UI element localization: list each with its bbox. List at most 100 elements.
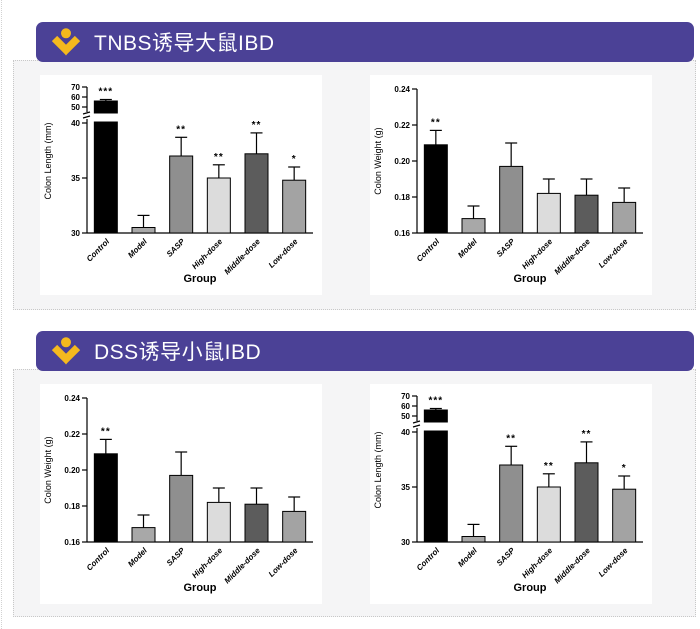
x-axis-title: Group bbox=[514, 273, 547, 285]
axes bbox=[412, 88, 643, 234]
axis-break-mark bbox=[412, 424, 421, 428]
bar-group-high-dose bbox=[206, 164, 231, 234]
error-bar-control bbox=[99, 98, 112, 101]
y-tick-label: 50 bbox=[401, 412, 410, 421]
axes bbox=[82, 397, 313, 543]
y-tick-label: 0.22 bbox=[394, 121, 410, 130]
y-axis-title: Colon Length (mm) bbox=[373, 431, 383, 508]
error-bar-model bbox=[467, 205, 480, 219]
bar-control bbox=[423, 144, 448, 234]
bar-high-dose bbox=[206, 501, 231, 543]
bar-group-sasp bbox=[169, 136, 194, 234]
chart-dss-colon-weight: 0.16 0.18 0.20 0.22 0.24 ** Control Model SASP Hi… bbox=[40, 384, 322, 604]
figure-logo-icon bbox=[51, 27, 81, 57]
x-tick-label: Middle-dose bbox=[223, 546, 263, 586]
bar-group-model bbox=[461, 523, 486, 543]
significance-label: * bbox=[622, 463, 627, 474]
bar-sasp bbox=[169, 474, 194, 543]
y-tick-label: 35 bbox=[71, 174, 80, 183]
significance-label: ** bbox=[544, 461, 554, 472]
bar-group-model bbox=[461, 205, 486, 234]
x-tick-label: SASP bbox=[495, 546, 517, 568]
bar-group-high-dose bbox=[536, 473, 561, 543]
y-tick-label: 0.24 bbox=[64, 394, 80, 403]
x-tick-label: High-dose bbox=[520, 237, 554, 271]
bar-group-sasp bbox=[169, 451, 194, 543]
bar-group-model bbox=[131, 514, 156, 543]
bar-low-dose bbox=[612, 201, 637, 234]
y-axis-title: Colon Weight (g) bbox=[373, 127, 383, 194]
y-tick-label: 0.16 bbox=[394, 229, 410, 238]
bar-chart-svg: 0.16 0.18 0.20 0.22 0.24 ** Control Model SASP Hi… bbox=[373, 85, 643, 285]
significance-label: ** bbox=[176, 124, 186, 135]
figure-logo-icon-svg bbox=[51, 28, 81, 56]
bar-low-dose bbox=[282, 179, 307, 234]
panel-title-dss: DSS诱导小鼠IBD bbox=[94, 341, 262, 364]
chart-tnbs-colon-weight: 0.16 0.18 0.20 0.22 0.24 ** Control Model SASP Hi… bbox=[370, 75, 652, 295]
bar-middle-dose bbox=[244, 153, 269, 234]
error-bar-model bbox=[137, 514, 150, 528]
figure-logo-icon bbox=[51, 336, 81, 366]
x-tick-label: Middle-dose bbox=[223, 237, 263, 277]
axes bbox=[82, 86, 313, 234]
bar-group-high-dose bbox=[536, 178, 561, 234]
bar-group-middle-dose bbox=[574, 441, 599, 543]
y-tick-label: 70 bbox=[71, 83, 80, 92]
axis-break-mark bbox=[82, 111, 91, 115]
bar-group-middle-dose bbox=[244, 487, 269, 543]
significance-label: ** bbox=[582, 429, 592, 440]
bar-control bbox=[423, 430, 448, 543]
x-axis-title: Group bbox=[514, 582, 547, 594]
error-bar-high-dose bbox=[212, 487, 225, 503]
bar-group-low-dose bbox=[282, 496, 307, 543]
bar-upper-control bbox=[423, 409, 448, 423]
axis-break-mark bbox=[412, 420, 421, 424]
panel-dss-body: 0.16 0.18 0.20 0.22 0.24 ** Control Model SASP Hi… bbox=[13, 369, 696, 617]
bar-model bbox=[131, 527, 156, 543]
chart-dss-colon-length: 30 35 40 50 60 70 *** Control Model ** SASP ** High-… bbox=[370, 384, 652, 604]
axis-break-mark bbox=[82, 115, 91, 119]
x-tick-label: Model bbox=[456, 546, 479, 569]
bar-group-sasp bbox=[499, 142, 524, 234]
x-tick-label: Middle-dose bbox=[553, 237, 593, 277]
error-bar-control bbox=[99, 438, 112, 454]
y-tick-label: 0.20 bbox=[394, 157, 410, 166]
x-tick-label: Low-dose bbox=[597, 546, 630, 579]
bar-high-dose bbox=[536, 486, 561, 543]
panel-title-tnbs: TNBS诱导大鼠IBD bbox=[94, 32, 275, 55]
y-tick-label: 0.22 bbox=[64, 430, 80, 439]
significance-label: ** bbox=[101, 426, 111, 437]
y-tick-label: 35 bbox=[401, 483, 410, 492]
x-tick-label: Control bbox=[85, 237, 112, 264]
x-tick-label: SASP bbox=[495, 237, 517, 259]
significance-label: *** bbox=[98, 87, 113, 98]
bar-high-dose bbox=[536, 192, 561, 234]
y-tick-label: 40 bbox=[71, 119, 80, 128]
y-tick-label: 30 bbox=[71, 229, 80, 238]
y-tick-label: 60 bbox=[71, 93, 80, 102]
bar-group-low-dose bbox=[282, 166, 307, 234]
x-tick-label: High-dose bbox=[520, 546, 554, 580]
x-tick-label: Low-dose bbox=[267, 546, 300, 579]
error-bar-low-dose bbox=[288, 166, 301, 181]
bar-upper-control bbox=[93, 100, 118, 114]
y-axis-title: Colon Weight (g) bbox=[43, 436, 53, 503]
bar-sasp bbox=[499, 165, 524, 234]
bar-control bbox=[93, 121, 118, 234]
error-bar-sasp bbox=[505, 445, 518, 465]
y-tick-label: 60 bbox=[401, 402, 410, 411]
x-axis-title: Group bbox=[184, 582, 217, 594]
y-tick-label: 40 bbox=[401, 428, 410, 437]
bar-model bbox=[461, 218, 486, 234]
significance-label: * bbox=[292, 154, 297, 165]
panel-tnbs-header: TNBS诱导大鼠IBD bbox=[36, 22, 694, 62]
error-bar-model bbox=[137, 214, 150, 228]
y-tick-label: 50 bbox=[71, 103, 80, 112]
y-tick-label: 0.20 bbox=[64, 466, 80, 475]
error-bar-middle-dose bbox=[580, 178, 593, 196]
x-tick-label: Low-dose bbox=[597, 237, 630, 270]
x-tick-label: Model bbox=[126, 237, 149, 260]
bar-sasp bbox=[169, 155, 194, 234]
